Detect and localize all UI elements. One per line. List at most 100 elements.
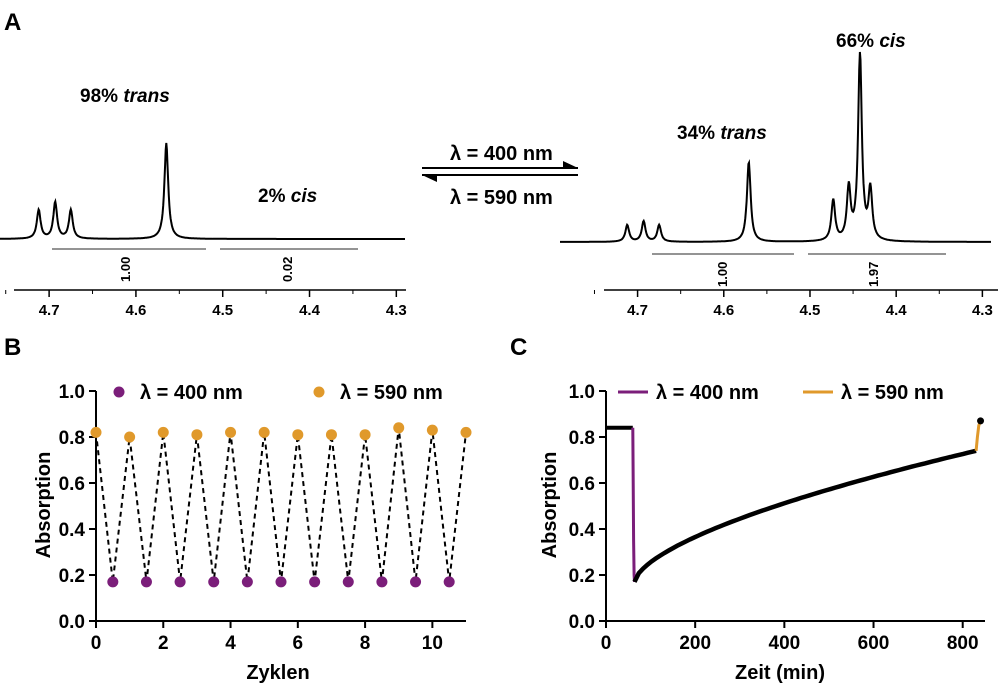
kinetics-end-point [977, 417, 985, 425]
point-400nm-6 [309, 576, 321, 588]
kinetics-chart: 0.0 0.2 0.4 0.6 0.8 1.0 0 200 400 600 800 Absorpti… [539, 382, 985, 684]
ppm-tick-label-3: 4.4 [299, 302, 321, 319]
x-tick-label-3: 600 [858, 633, 890, 654]
x-tick-label-1: 2 [158, 633, 169, 654]
point-400nm-9 [410, 576, 422, 588]
nmr-spectrum-right: 66% cis 34% trans 1.00 1.97 4.7 4.6 4.5 4.4… [560, 31, 998, 319]
y-tick-label-0: 0.0 [59, 612, 85, 633]
legend-label-400-c: λ = 400 nm [656, 382, 759, 404]
right-cis-pct: 66% [836, 31, 874, 52]
cycle-chart: 0.0 0.2 0.4 0.6 0.8 1.0 0 2 4 6 8 10 Absorption Zyk… [33, 382, 472, 684]
x-tick-label-2: 4 [225, 633, 236, 654]
cycle-data [90, 422, 472, 588]
left-trans-label: 98% trans [80, 86, 170, 107]
point-590nm-2 [157, 426, 169, 438]
legend-label-590-c: λ = 590 nm [841, 382, 944, 404]
ppm-ticks-right: 4.7 4.6 4.5 4.4 4.3 [593, 290, 993, 319]
y-tick-label-0: 0.0 [569, 612, 595, 633]
y-tick-label-4: 0.8 [569, 428, 595, 449]
y-tick-label-5: 1.0 [59, 382, 85, 403]
right-trans-label: 34% trans [677, 123, 767, 144]
point-400nm-5 [275, 576, 287, 588]
spectrum-line-left [0, 142, 405, 240]
ppm-tick-label-2: 4.5 [212, 302, 233, 319]
integral-value-right-2: 1.97 [866, 262, 881, 287]
cycle-y-axis-title: Absorption [33, 452, 55, 559]
point-400nm-3 [208, 576, 220, 588]
x-tick-label-5: 10 [422, 633, 443, 654]
y-tick-label-1: 0.2 [59, 566, 85, 587]
ppm-tick-label-1: 4.6 [125, 302, 146, 319]
y-tick-label-4: 0.8 [59, 428, 85, 449]
ppm-tick-label-1: 4.6 [713, 302, 734, 319]
y-tick-label-2: 0.4 [59, 520, 86, 541]
y-tick-label-1: 0.2 [569, 566, 595, 587]
point-400nm-2 [174, 576, 186, 588]
nmr-spectrum-left: 98% trans 2% cis 1.00 0.02 4.7 4.6 4.5 4.4 4… [0, 86, 407, 319]
x-tick-label-4: 800 [947, 633, 979, 654]
x-tick-label-2: 400 [769, 633, 801, 654]
legend-label-400: λ = 400 nm [140, 382, 243, 404]
cycle-dashed-line [95, 427, 467, 583]
point-590nm-4 [225, 426, 237, 438]
kinetics-series-2 [632, 448, 977, 583]
ppm-tick-label-0: 4.7 [627, 302, 648, 319]
arrow-label-400: λ = 400 nm [450, 143, 553, 165]
right-cis-word: cis [879, 31, 905, 52]
spectrum-line-right [560, 51, 991, 243]
point-400nm-1 [140, 576, 152, 588]
left-trans-word: trans [123, 86, 169, 107]
x-tick-label-0: 0 [601, 633, 612, 654]
left-cis-pct: 2% [258, 186, 286, 207]
point-400nm-10 [443, 576, 455, 588]
point-400nm-7 [342, 576, 354, 588]
kinetics-data [606, 417, 985, 583]
point-590nm-1 [124, 431, 136, 443]
point-590nm-9 [393, 422, 405, 434]
point-590nm-0 [90, 426, 102, 438]
kinetics-series-1 [631, 427, 636, 582]
cycle-legend: λ = 400 nm λ = 590 nm [113, 382, 443, 404]
integral-value-left-1: 1.00 [118, 257, 133, 282]
point-400nm-0 [107, 576, 119, 588]
ppm-tick-label-2: 4.5 [800, 302, 821, 319]
backward-arrow-head-icon [422, 175, 437, 182]
cycle-chart-axes: 0.0 0.2 0.4 0.6 0.8 1.0 0 2 4 6 8 10 [59, 382, 466, 654]
kinetics-series-3 [974, 420, 982, 451]
x-tick-label-0: 0 [91, 633, 102, 654]
left-cis-label: 2% cis [258, 186, 317, 207]
point-590nm-6 [292, 429, 304, 441]
point-590nm-8 [359, 429, 371, 441]
left-cis-word: cis [291, 186, 317, 207]
left-trans-pct: 98% [80, 86, 118, 107]
x-tick-label-4: 8 [360, 633, 371, 654]
y-tick-label-2: 0.4 [569, 520, 596, 541]
point-590nm-7 [325, 429, 337, 441]
point-590nm-5 [258, 426, 270, 438]
kinetics-y-axis-title: Absorption [539, 452, 561, 559]
panel-letter-a: A [4, 9, 21, 36]
photo-switch-arrows: λ = 400 nm λ = 590 nm [422, 143, 578, 209]
x-tick-label-1: 200 [679, 633, 711, 654]
ppm-ticks-left: 4.7 4.6 4.5 4.4 4.3 [5, 290, 407, 319]
legend-label-590: λ = 590 nm [340, 382, 443, 404]
point-590nm-3 [191, 429, 203, 441]
y-tick-label-3: 0.6 [569, 474, 595, 495]
legend-marker-400 [113, 386, 125, 398]
x-tick-label-3: 6 [293, 633, 304, 654]
forward-arrow-head-icon [563, 161, 578, 168]
point-590nm-11 [460, 426, 472, 438]
kinetics-legend: λ = 400 nm λ = 590 nm [618, 382, 944, 404]
panel-letter-c: C [510, 334, 527, 361]
point-590nm-10 [426, 424, 438, 436]
kinetics-chart-axes: 0.0 0.2 0.4 0.6 0.8 1.0 0 200 400 600 800 [569, 382, 985, 654]
right-trans-pct: 34% [677, 123, 715, 144]
arrow-label-590: λ = 590 nm [450, 187, 553, 209]
right-trans-word: trans [720, 123, 766, 144]
kinetics-x-axis-title: Zeit (min) [735, 662, 825, 684]
ppm-tick-label-4: 4.3 [972, 302, 993, 319]
legend-marker-590 [313, 386, 325, 398]
point-400nm-8 [376, 576, 388, 588]
y-tick-label-5: 1.0 [569, 382, 595, 403]
